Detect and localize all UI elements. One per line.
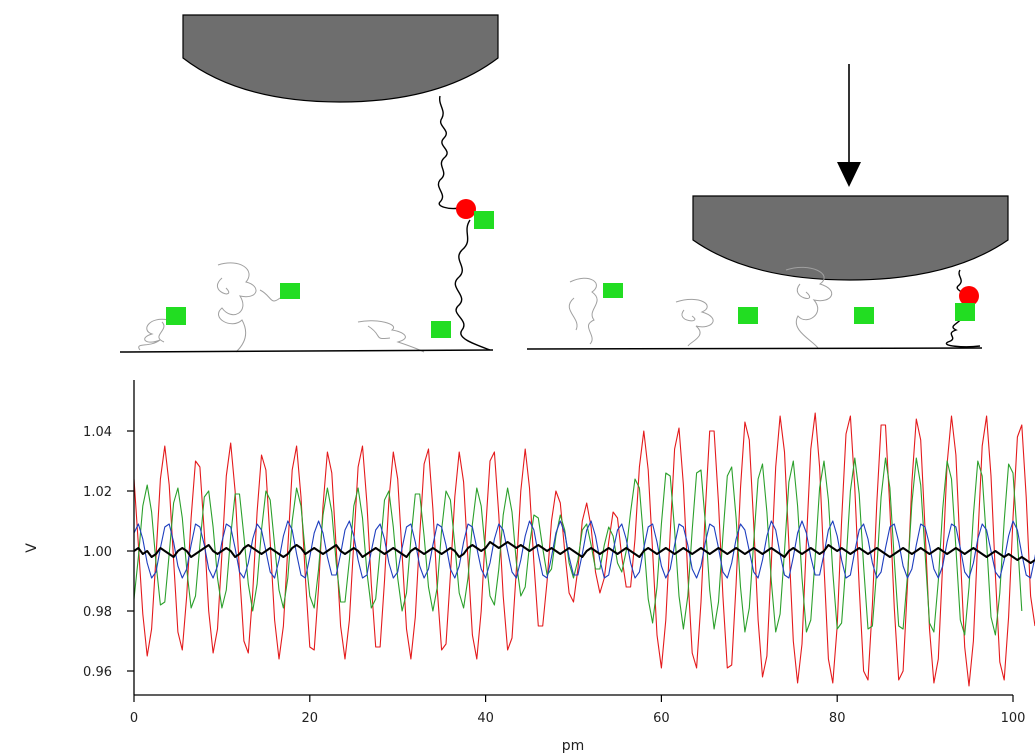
receptor-square-tethered-right [955, 303, 975, 321]
y-tick-label: 0.98 [83, 605, 112, 620]
free-chain-right-2 [675, 298, 714, 347]
surface-left [119, 349, 494, 353]
x-axis-label: pm [562, 738, 585, 754]
ligand-bead-right [959, 286, 979, 306]
free-chain-right-3 [785, 266, 833, 349]
x-tick-label: 20 [302, 711, 319, 726]
ligand-bead-left [456, 199, 476, 219]
series-line-4 [133, 541, 1035, 564]
series-line-2 [133, 457, 1023, 636]
receptor-square-right-1 [603, 283, 623, 298]
afm-tip-right [692, 195, 1009, 281]
free-chain-left-3 [357, 320, 425, 353]
schematic-illustration [119, 14, 1009, 353]
y-tick-label: 0.96 [83, 665, 112, 680]
x-tick-label: 80 [829, 711, 846, 726]
x-tick-label: 100 [1001, 711, 1026, 726]
y-ticks: 0.96 0.98 1.00 1.02 1.04 [83, 425, 134, 680]
x-ticks: 0 20 40 60 80 100 [130, 695, 1026, 726]
series-line-3 [133, 520, 1035, 579]
surface-right [526, 347, 983, 350]
receptor-square-left-1 [166, 307, 186, 325]
x-tick-label: 0 [130, 711, 138, 726]
y-tick-label: 1.00 [83, 545, 112, 560]
x-tick-label: 60 [653, 711, 670, 726]
free-chain-left-2 [216, 262, 281, 353]
y-tick-label: 1.02 [83, 485, 112, 500]
receptor-square-left-3 [431, 321, 451, 338]
receptor-square-right-2 [738, 307, 758, 324]
series-line-1 [133, 412, 1035, 687]
x-tick-label: 40 [477, 711, 494, 726]
receptor-square-right-3 [854, 307, 874, 324]
plot-series-group [133, 412, 1035, 687]
receptor-square-tethered-left [474, 211, 494, 229]
plot: 0 20 40 60 80 100 0.96 0.98 1.00 1.02 1.04 pm V [24, 380, 1035, 754]
tethered-chain-left [437, 95, 491, 351]
y-tick-label: 1.04 [83, 425, 112, 440]
afm-tip-left [182, 14, 499, 103]
free-chain-right-1 [568, 277, 598, 345]
down-arrow-icon [837, 162, 861, 187]
left-panel [119, 14, 499, 353]
right-panel [526, 64, 1009, 350]
receptor-square-left-2 [280, 283, 300, 299]
free-chain-left-1 [138, 318, 169, 351]
y-axis-label: V [24, 543, 40, 553]
